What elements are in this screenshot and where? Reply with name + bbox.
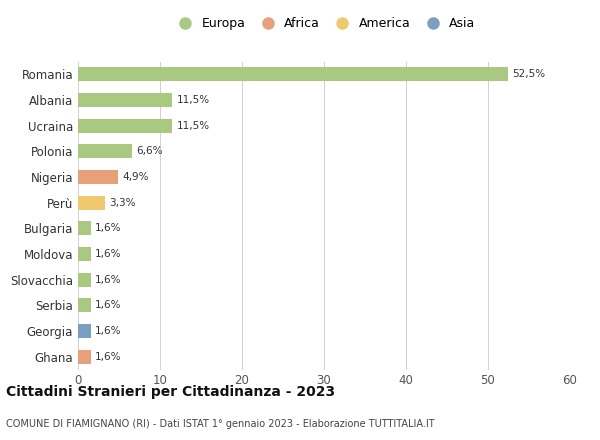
Legend: Europa, Africa, America, Asia: Europa, Africa, America, Asia xyxy=(167,12,481,35)
Text: 52,5%: 52,5% xyxy=(512,70,546,80)
Bar xyxy=(78,324,91,338)
Text: COMUNE DI FIAMIGNANO (RI) - Dati ISTAT 1° gennaio 2023 - Elaborazione TUTTITALIA: COMUNE DI FIAMIGNANO (RI) - Dati ISTAT 1… xyxy=(6,419,434,429)
Text: 1,6%: 1,6% xyxy=(95,326,122,336)
Text: Cittadini Stranieri per Cittadinanza - 2023: Cittadini Stranieri per Cittadinanza - 2… xyxy=(6,385,335,399)
Bar xyxy=(78,196,105,210)
Text: 1,6%: 1,6% xyxy=(95,275,122,285)
Bar xyxy=(78,247,91,261)
Text: 6,6%: 6,6% xyxy=(136,147,163,157)
Bar xyxy=(78,119,172,133)
Bar xyxy=(78,93,172,107)
Text: 1,6%: 1,6% xyxy=(95,352,122,362)
Bar xyxy=(78,144,132,158)
Text: 11,5%: 11,5% xyxy=(176,95,209,105)
Bar xyxy=(78,221,91,235)
Bar xyxy=(78,170,118,184)
Bar xyxy=(78,273,91,287)
Text: 3,3%: 3,3% xyxy=(109,198,136,208)
Text: 11,5%: 11,5% xyxy=(176,121,209,131)
Bar xyxy=(78,298,91,312)
Text: 4,9%: 4,9% xyxy=(122,172,149,182)
Text: 1,6%: 1,6% xyxy=(95,224,122,234)
Bar xyxy=(78,350,91,364)
Text: 1,6%: 1,6% xyxy=(95,249,122,259)
Text: 1,6%: 1,6% xyxy=(95,301,122,311)
Bar xyxy=(78,67,508,81)
